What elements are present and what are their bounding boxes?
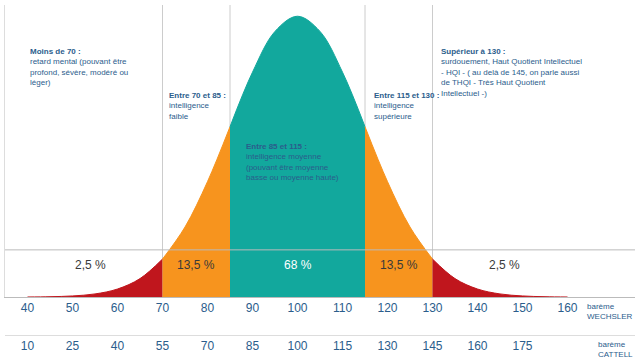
svg-text:70: 70 bbox=[156, 301, 170, 315]
svg-text:Entre 70 et 85 :intelligencefa: Entre 70 et 85 :intelligencefaible bbox=[169, 91, 226, 121]
svg-text:2,5 %: 2,5 % bbox=[75, 258, 106, 272]
svg-text:160: 160 bbox=[467, 339, 487, 353]
svg-text:160: 160 bbox=[557, 301, 577, 315]
svg-text:Moins de 70 :retard mental (po: Moins de 70 :retard mental (pouvant être… bbox=[30, 47, 128, 87]
svg-text:130: 130 bbox=[422, 301, 442, 315]
svg-text:60: 60 bbox=[111, 301, 125, 315]
svg-text:70: 70 bbox=[201, 339, 215, 353]
svg-text:90: 90 bbox=[246, 301, 260, 315]
svg-text:50: 50 bbox=[66, 301, 80, 315]
svg-text:40: 40 bbox=[21, 301, 35, 315]
svg-text:85: 85 bbox=[246, 339, 260, 353]
svg-text:80: 80 bbox=[201, 301, 215, 315]
svg-text:110: 110 bbox=[333, 301, 352, 315]
svg-text:barèmeCATTELL: barèmeCATTELL bbox=[598, 340, 633, 359]
svg-text:55: 55 bbox=[156, 339, 170, 353]
svg-text:barèmeWECHSLER: barèmeWECHSLER bbox=[587, 302, 633, 321]
svg-text:13,5 %: 13,5 % bbox=[177, 258, 215, 272]
svg-text:145: 145 bbox=[422, 339, 442, 353]
svg-text:130: 130 bbox=[377, 339, 397, 353]
svg-text:150: 150 bbox=[512, 301, 532, 315]
svg-text:Supérieur à 130 :surdouement,: Supérieur à 130 :surdouement, Haut Quoti… bbox=[441, 47, 582, 98]
svg-text:120: 120 bbox=[377, 301, 397, 315]
svg-text:115: 115 bbox=[333, 339, 352, 353]
svg-text:68 %: 68 % bbox=[284, 258, 312, 272]
svg-text:13,5 %: 13,5 % bbox=[380, 258, 418, 272]
svg-text:100: 100 bbox=[287, 339, 307, 353]
svg-text:10: 10 bbox=[21, 339, 35, 353]
svg-text:25: 25 bbox=[66, 339, 80, 353]
svg-text:Entre 85 et 115 :intelligence: Entre 85 et 115 :intelligence moyenne(po… bbox=[246, 142, 339, 182]
svg-text:Entre 115 et 130 :intelligence: Entre 115 et 130 :intelligencesupérieure bbox=[374, 91, 439, 121]
svg-text:100: 100 bbox=[287, 301, 307, 315]
svg-text:2,5 %: 2,5 % bbox=[489, 258, 520, 272]
svg-text:140: 140 bbox=[467, 301, 487, 315]
svg-text:40: 40 bbox=[111, 339, 125, 353]
svg-text:175: 175 bbox=[512, 339, 532, 353]
